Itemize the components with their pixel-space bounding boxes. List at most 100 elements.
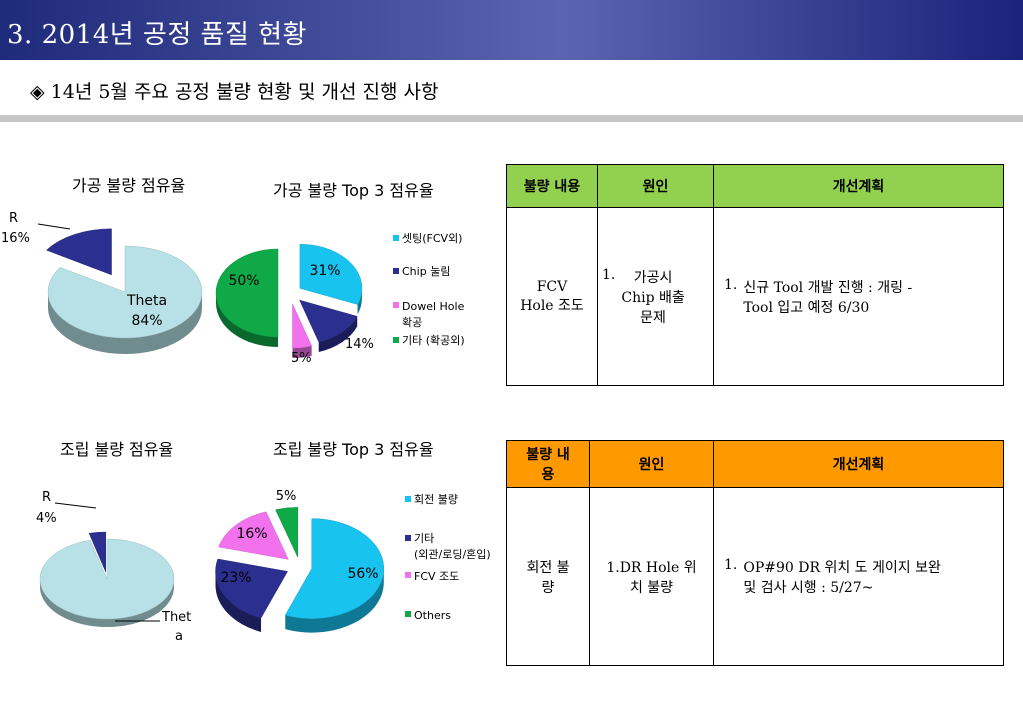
table-row: 회전 불 량 1.DR Hole 위 치 불량 1. OP#90 DR 위치 도… <box>506 487 1004 666</box>
label-r2-pct: 4% <box>36 511 57 526</box>
defect-line: 량 <box>541 579 555 596</box>
cause-line: 1.DR Hole 위 <box>606 559 697 576</box>
label-fcv-pct: 16% <box>236 526 267 542</box>
cause-line: 문제 <box>640 309 666 326</box>
pie-slice-2-1 <box>88 531 106 573</box>
label-r-pct: 16% <box>1 231 30 246</box>
legend-assy-etc: 기타 <box>414 532 434 545</box>
label-theta2-cont: a <box>175 629 183 644</box>
legend-others: Others <box>414 609 451 622</box>
pie-slice-side <box>40 579 174 627</box>
pie-slice-3-1 <box>215 558 288 632</box>
label-dowel-pct: 5% <box>291 351 312 366</box>
cell-defect: 회전 불 량 <box>506 487 590 666</box>
divider <box>0 115 1023 122</box>
header-defect-line: 불량 내 <box>526 447 570 463</box>
legend-swatch-assy-etc <box>405 535 411 541</box>
pie-slice-side <box>216 293 278 347</box>
cell-cause: 1. 가공시 Chip 배출 문제 <box>597 207 714 386</box>
legend-swatch-dowel <box>393 302 399 308</box>
defect-line: Hole 조도 <box>520 297 584 314</box>
legend-rotation: 회전 불량 <box>414 493 458 506</box>
legend-dowel: Dowel Hole <box>402 300 465 313</box>
page-title: 3. 2014년 공정 품질 현황 <box>7 20 307 50</box>
legend-swatch-setting <box>393 235 399 241</box>
pie-slice-3-0 <box>284 518 385 633</box>
section-subtitle: ◈ 14년 5월 주요 공정 불량 현황 및 개선 진행 사항 <box>30 81 439 103</box>
pie-slice-top <box>292 303 313 349</box>
cause-number: 1. <box>602 266 616 283</box>
legend-etc: 기타 (확공외) <box>402 334 465 347</box>
header-defect-line: 용 <box>541 467 555 483</box>
pie-slice-side <box>357 288 362 315</box>
label-others-pct: 5% <box>276 489 297 504</box>
leader-line-r <box>37 223 71 230</box>
pie-slice-top <box>284 518 385 619</box>
title-bar: 3. 2014년 공정 품질 현황 <box>0 0 1023 60</box>
label-assy-etc-pct: 23% <box>220 570 251 586</box>
pie-slice-top <box>299 244 363 305</box>
pie-slice-side <box>285 568 384 633</box>
pie-slice-side <box>292 345 312 359</box>
pie-slice-1-1 <box>299 299 358 352</box>
pie-slice-top <box>275 507 299 558</box>
pie-slice-top <box>47 245 203 339</box>
pie-slice-1-3 <box>215 248 279 347</box>
plan-number: 1. <box>724 276 738 293</box>
table-header-row: 불량 내 용 원인 개선계획 <box>506 440 1004 488</box>
table-row: FCV Hole 조도 1. 가공시 Chip 배출 문제 1. 신규 Tool… <box>506 207 1004 386</box>
legend-setting: 셋팅(FCV외) <box>402 232 462 245</box>
plan-line: OP#90 DR 위치 도 게이지 보완 <box>743 559 941 576</box>
pie-slice-1-2 <box>292 303 313 359</box>
label-theta2: Thet <box>161 610 191 625</box>
plan-line: 및 검사 시행 : 5/27~ <box>743 579 874 596</box>
label-etc-pct: 50% <box>228 273 259 289</box>
leader-line-r2 <box>54 502 97 509</box>
legend-swatch-rotation <box>405 496 411 502</box>
legend-dowel-line2: 확공 <box>402 316 422 329</box>
header-cause: 원인 <box>589 440 714 488</box>
pie-slice-top <box>299 299 358 343</box>
defect-line: 회전 불 <box>526 559 570 576</box>
pie-slices <box>39 228 385 633</box>
assembly-improvement-table: 불량 내 용 원인 개선계획 회전 불 량 1.DR Hole 위 치 불량 1… <box>506 440 1004 666</box>
label-rotation-pct: 56% <box>347 566 378 582</box>
pie-slice-3-2 <box>218 511 289 560</box>
header-cause: 원인 <box>597 164 714 208</box>
plan-line: 신규 Tool 개발 진행 : 개링 - <box>743 279 913 296</box>
pie-slice-0-1 <box>46 228 112 276</box>
header-defect: 불량 내용 <box>506 164 598 208</box>
legend-swatch-others <box>405 611 411 617</box>
header-plan: 개선계획 <box>713 164 1004 208</box>
assembly-share-title: 조립 불량 점유율 <box>60 440 174 459</box>
cause-line: Chip 배출 <box>621 289 685 306</box>
pie-slice-top <box>218 511 289 560</box>
header-plan: 개선계획 <box>713 440 1004 488</box>
plan-item: 1. OP#90 DR 위치 도 게이지 보완 및 검사 시행 : 5/27~ <box>718 557 999 597</box>
pie-slice-1-0 <box>299 244 363 315</box>
plan-number: 1. <box>724 556 738 573</box>
pie-slice-side <box>318 316 358 352</box>
pie-slice-3-3 <box>275 507 299 558</box>
plan-item: 1. 신규 Tool 개발 진행 : 개링 - Tool 입고 예정 6/30 <box>718 277 999 317</box>
cause-line: 가공시 <box>633 269 673 286</box>
label-r2: R <box>42 490 51 505</box>
pie-slice-0-0 <box>47 245 203 354</box>
machining-share-title: 가공 불량 점유율 <box>72 176 186 195</box>
cell-cause: 1.DR Hole 위 치 불량 <box>589 487 714 666</box>
label-theta-pct: 84% <box>131 313 162 329</box>
table-header-row: 불량 내용 원인 개선계획 <box>506 164 1004 208</box>
label-chip-pct: 14% <box>345 337 374 352</box>
legend-swatch-etc <box>393 337 399 343</box>
pie-slice-side <box>48 292 202 354</box>
plan-line: Tool 입고 예정 6/30 <box>743 299 870 316</box>
pie-slice-top <box>39 538 175 620</box>
header-defect: 불량 내 용 <box>506 440 590 488</box>
pie-slice-2-0 <box>39 538 175 627</box>
pie-slice-top <box>46 228 112 276</box>
legend-assy-etc-line2: (외관/로딩/혼입) <box>414 548 491 561</box>
pie-slice-top <box>215 248 279 338</box>
label-r: R <box>9 211 18 226</box>
legend-swatch-chip <box>393 268 399 274</box>
assembly-top3-title: 조립 불량 Top 3 점유율 <box>273 440 434 459</box>
